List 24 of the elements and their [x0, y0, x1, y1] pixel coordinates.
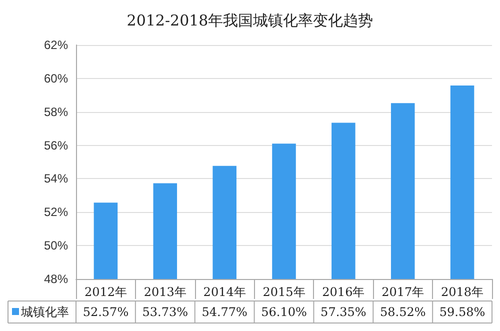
x-tick-label: 2013年 — [144, 285, 186, 299]
y-tick-label: 48% — [44, 272, 68, 286]
x-tick-label: 2015年 — [262, 285, 306, 299]
y-tick-label: 58% — [44, 104, 68, 119]
data-label: 53.73% — [142, 305, 188, 319]
x-tick-label: 2018年 — [441, 285, 484, 299]
y-tick-label: 56% — [44, 138, 68, 152]
data-label: 58.52% — [380, 305, 426, 319]
legend-label: 城镇化率 — [20, 305, 69, 319]
y-tick-label: 52% — [44, 205, 68, 220]
data-label: 57.35% — [320, 305, 366, 319]
data-label: 54.77% — [202, 305, 248, 319]
y-tick-label: 62% — [44, 38, 68, 52]
x-tick-label: 2017年 — [382, 285, 424, 299]
x-tick-label: 2016年 — [322, 285, 365, 299]
x-tick-label: 2012年 — [84, 285, 127, 299]
y-tick-label: 60% — [44, 71, 68, 86]
data-label: 59.58% — [439, 305, 486, 319]
y-tick-label: 54% — [44, 172, 68, 186]
x-tick-label: 2014年 — [203, 285, 246, 299]
data-label: 56.10% — [261, 305, 307, 319]
chart-title: 2012-2018年我国城镇化率变化趋势 — [126, 12, 374, 30]
data-label: 52.57% — [82, 305, 129, 319]
y-tick-label: 50% — [44, 238, 68, 253]
